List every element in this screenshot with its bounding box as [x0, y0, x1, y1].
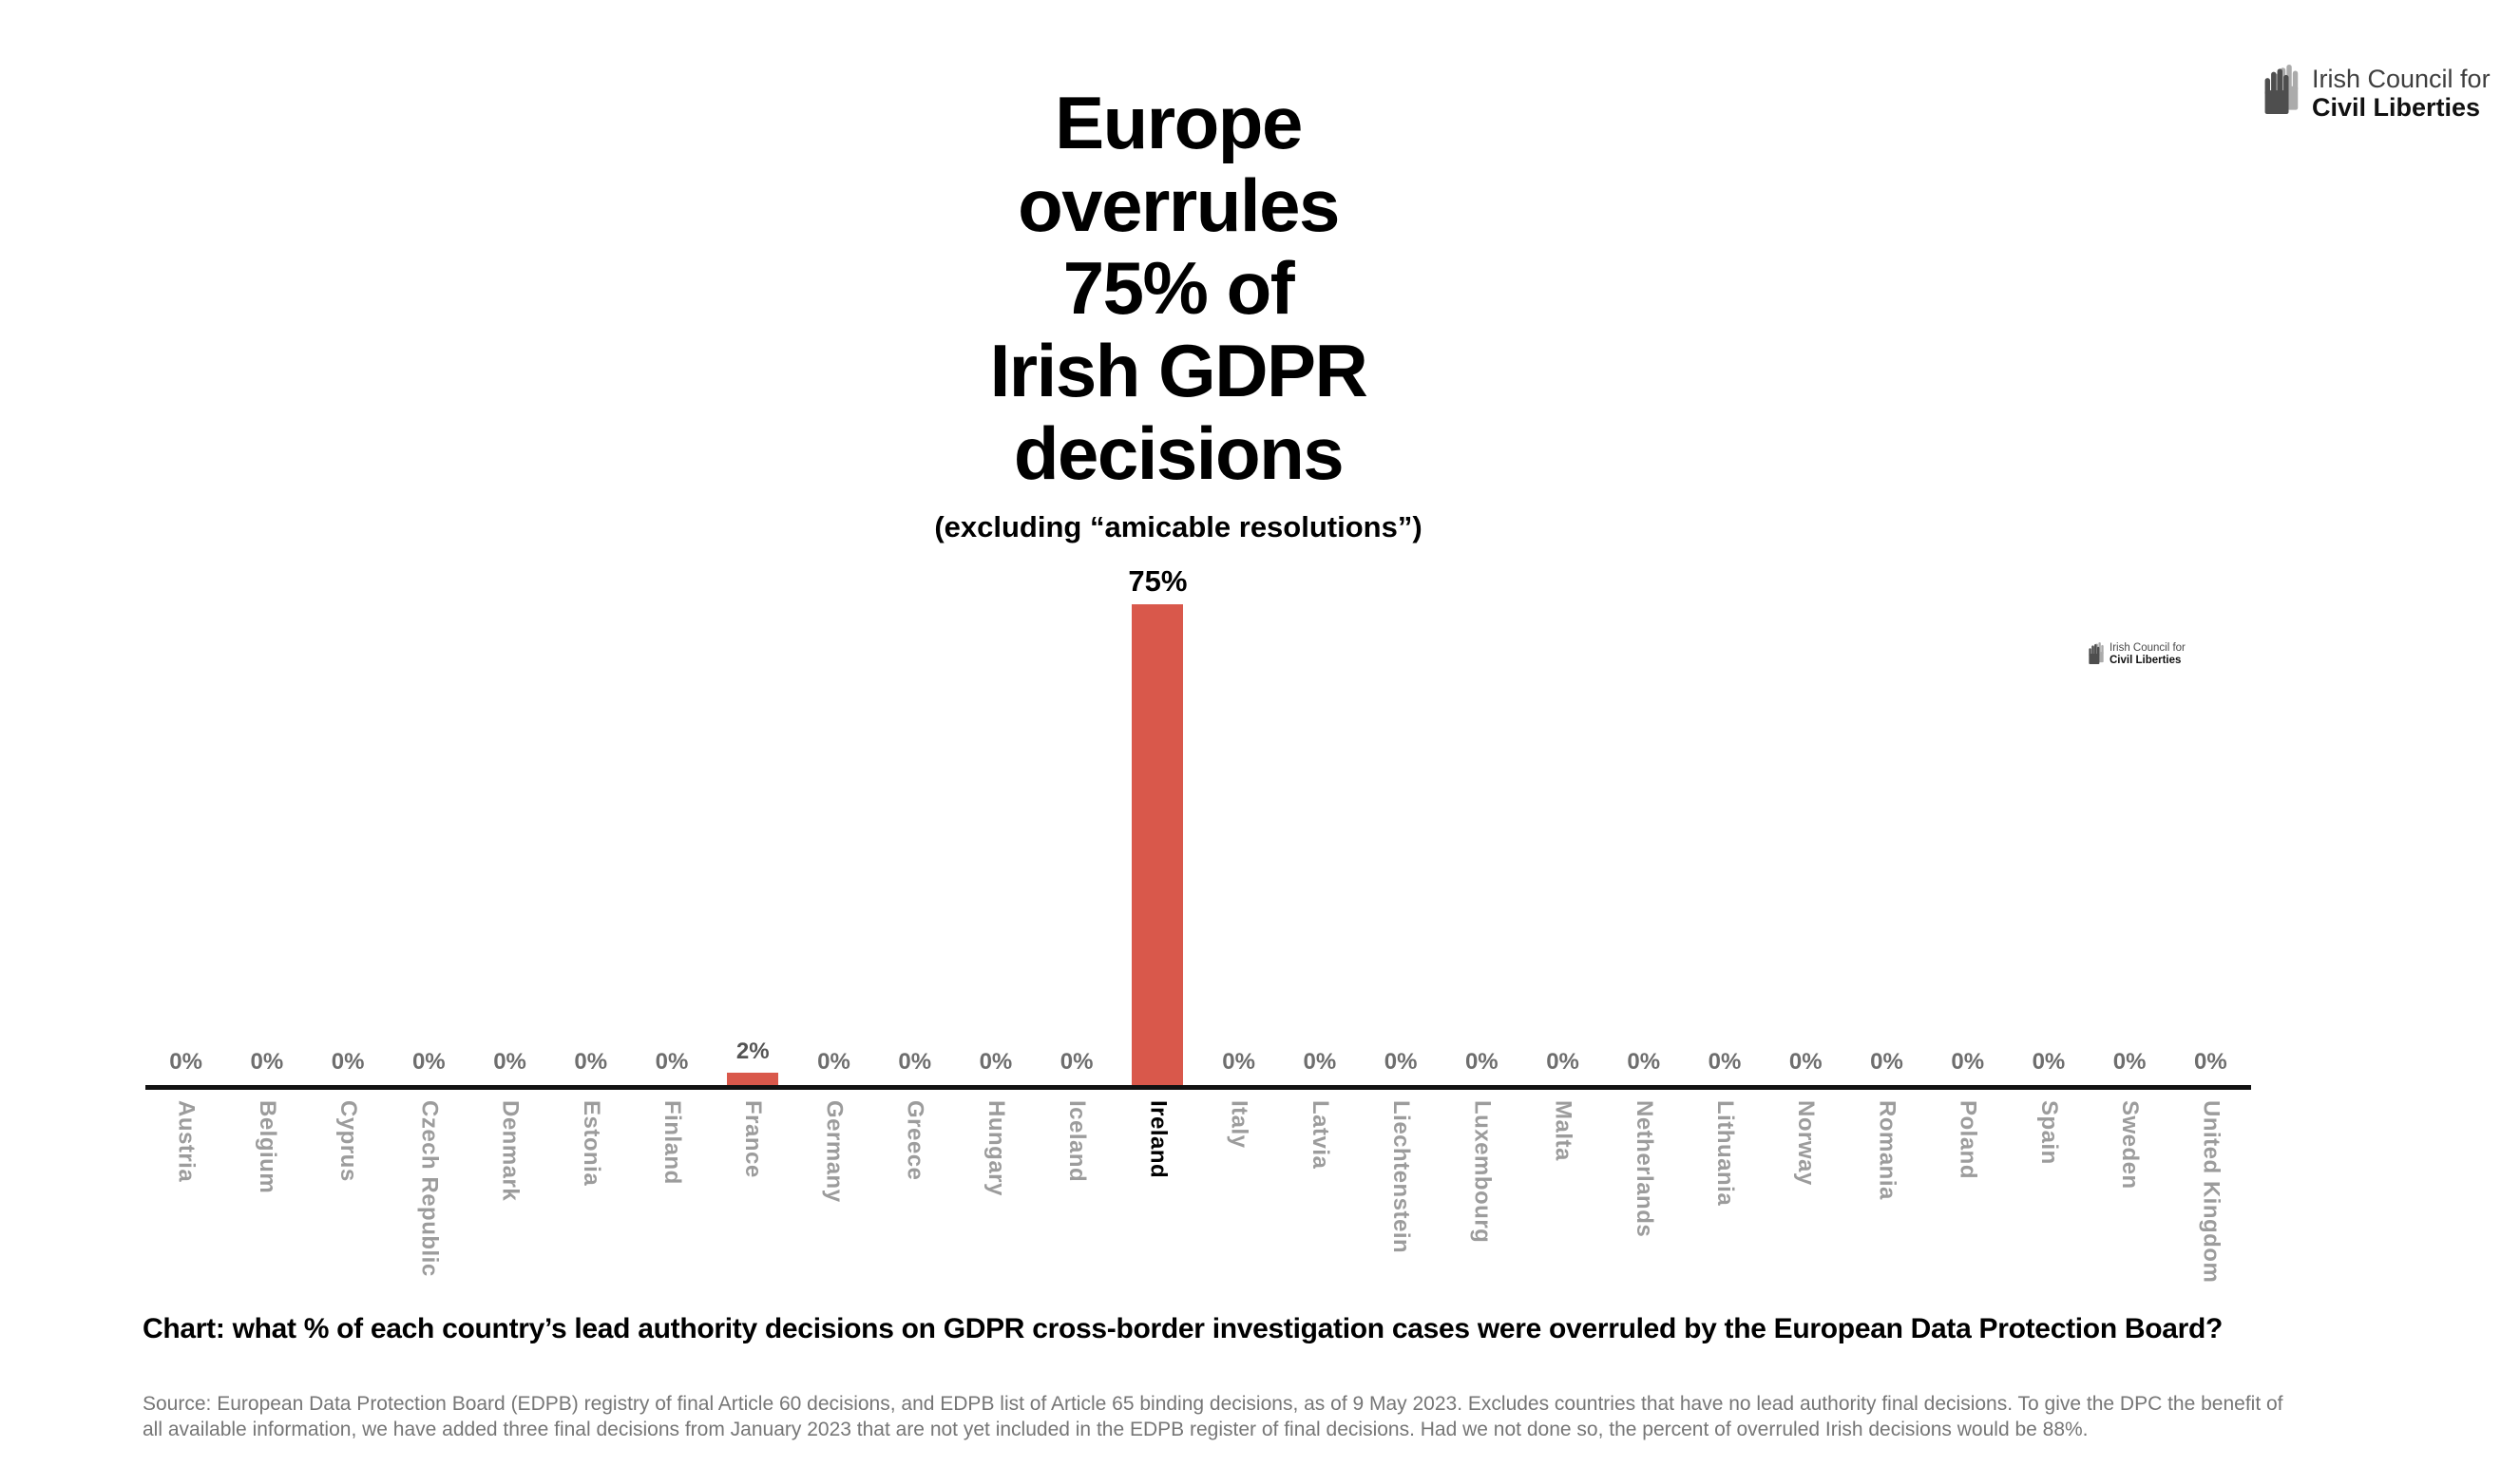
category-label-estonia: Estonia: [578, 1100, 604, 1187]
value-label-netherlands: 0%: [1627, 1049, 1661, 1075]
x-axis-line: [145, 1085, 2251, 1090]
chart-caption: Chart: what % of each country’s lead aut…: [143, 1313, 2224, 1344]
value-label-spain: 0%: [2032, 1049, 2066, 1075]
category-label-liechtenstein: Liechtenstein: [1388, 1100, 1415, 1254]
value-label-germany: 0%: [817, 1049, 850, 1075]
category-label-belgium: Belgium: [254, 1100, 280, 1194]
category-label-lithuania: Lithuania: [1712, 1100, 1738, 1207]
category-label-spain: Spain: [2035, 1100, 2062, 1165]
value-label-austria: 0%: [169, 1049, 202, 1075]
iccl-logo-line1: Irish Council for: [2312, 65, 2491, 93]
category-label-united-kingdom: United Kingdom: [2198, 1100, 2224, 1284]
value-label-ireland: 75%: [1128, 564, 1188, 598]
value-label-luxembourg: 0%: [1464, 1049, 1499, 1075]
value-label-united-kingdom: 0%: [2194, 1049, 2227, 1075]
value-label-sweden: 0%: [2112, 1049, 2147, 1075]
bar-france: [727, 1072, 779, 1085]
value-label-czech-republic: 0%: [411, 1049, 446, 1075]
source-line-1: Source: European Data Protection Board (…: [143, 1393, 2283, 1415]
value-label-liechtenstein: 0%: [1384, 1049, 1418, 1075]
iccl-watermark-line2: Civil Liberties: [2110, 655, 2182, 666]
category-label-cyprus: Cyprus: [335, 1100, 362, 1182]
iccl-logo-line2: Civil Liberties: [2312, 93, 2481, 122]
chart-title: Europe overrules 75% of Irish GDPR decisions: [684, 82, 1672, 495]
iccl-watermark-line1: Irish Council for: [2110, 642, 2186, 654]
category-label-norway: Norway: [1793, 1100, 1820, 1186]
value-label-belgium: 0%: [250, 1049, 284, 1075]
category-label-iceland: Iceland: [1064, 1100, 1091, 1183]
category-label-poland: Poland: [1955, 1100, 1981, 1180]
category-label-denmark: Denmark: [497, 1100, 524, 1202]
category-label-czech-republic: Czech Republic: [416, 1100, 443, 1277]
value-label-iceland: 0%: [1060, 1049, 1094, 1075]
value-label-finland: 0%: [655, 1049, 689, 1075]
chart-title-block: Europe overrules 75% of Irish GDPR decisions…: [684, 82, 1672, 544]
value-label-cyprus: 0%: [331, 1049, 365, 1075]
value-label-hungary: 0%: [979, 1049, 1013, 1075]
category-label-italy: Italy: [1226, 1100, 1252, 1149]
category-label-malta: Malta: [1550, 1100, 1576, 1161]
iccl-watermark-logo: Irish Council for Civil Liberties: [2089, 642, 2186, 669]
category-label-romania: Romania: [1874, 1100, 1900, 1200]
chart-title-line: 75% of: [1062, 246, 1295, 330]
category-label-greece: Greece: [902, 1100, 928, 1181]
category-label-hungary: Hungary: [983, 1100, 1009, 1196]
category-label-luxembourg: Luxembourg: [1469, 1100, 1496, 1244]
value-label-greece: 0%: [898, 1049, 932, 1075]
value-label-italy: 0%: [1222, 1049, 1255, 1075]
value-label-romania: 0%: [1870, 1049, 1903, 1075]
chart-title-line: overrules: [1018, 163, 1340, 247]
value-label-malta: 0%: [1546, 1049, 1579, 1075]
iccl-watermark-text: Irish Council for Civil Liberties: [2110, 642, 2186, 667]
value-label-poland: 0%: [1951, 1049, 1985, 1075]
value-label-estonia: 0%: [574, 1049, 608, 1075]
value-label-lithuania: 0%: [1708, 1049, 1742, 1075]
category-label-latvia: Latvia: [1307, 1100, 1333, 1170]
value-label-latvia: 0%: [1303, 1049, 1337, 1075]
category-label-netherlands: Netherlands: [1631, 1100, 1657, 1238]
category-label-finland: Finland: [659, 1100, 685, 1185]
source-line-2: all available information, we have added…: [143, 1419, 2089, 1440]
chart-title-line: Irish GDPR: [989, 329, 1368, 412]
chart-subtitle: (excluding “amicable resolutions”): [934, 510, 1422, 543]
value-label-denmark: 0%: [493, 1049, 526, 1075]
value-label-france: 2%: [735, 1038, 770, 1064]
value-label-norway: 0%: [1788, 1049, 1823, 1075]
category-label-austria: Austria: [173, 1100, 200, 1183]
chart-title-line: decisions: [1013, 411, 1345, 495]
bar-ireland: [1132, 604, 1184, 1085]
category-label-ireland: Ireland: [1145, 1100, 1172, 1179]
iccl-logo: Irish Council for Civil Liberties: [2263, 65, 2491, 122]
category-label-germany: Germany: [821, 1100, 848, 1203]
category-label-sweden: Sweden: [2117, 1100, 2144, 1190]
iccl-logo-text: Irish Council for Civil Liberties: [2312, 65, 2491, 122]
category-label-france: France: [740, 1100, 767, 1178]
source-note: Source: European Data Protection Board (…: [143, 1391, 2283, 1442]
chart-title-line: Europe: [1055, 81, 1303, 164]
